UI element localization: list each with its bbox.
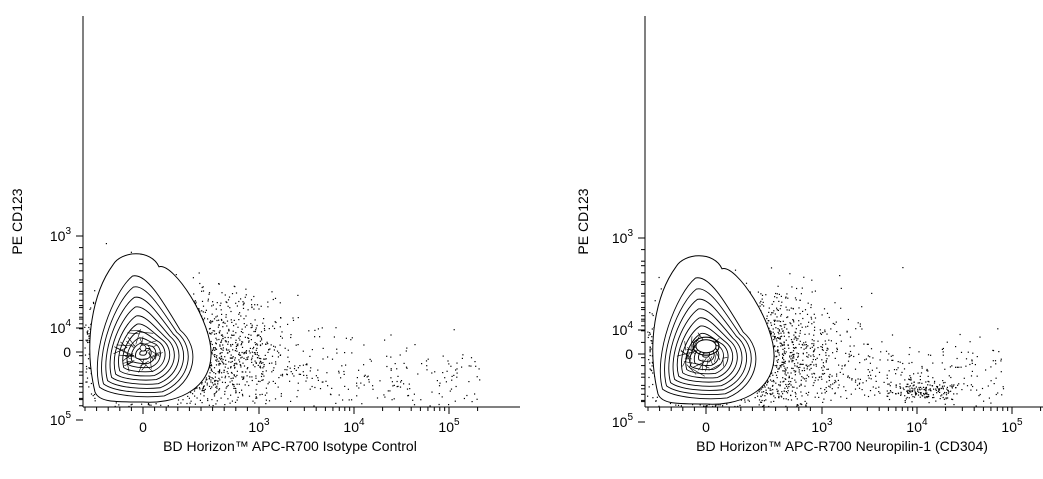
event-dot: [130, 251, 132, 253]
event-dot: [177, 403, 179, 405]
event-dot: [213, 347, 215, 349]
event-dot: [90, 393, 93, 395]
event-dot: [85, 339, 87, 341]
event-dot: [90, 382, 92, 385]
event-dot: [84, 354, 87, 356]
event-dot: [86, 381, 88, 383]
event-dot: [92, 395, 94, 397]
event-dot: [94, 290, 96, 292]
event-dot: [194, 403, 196, 405]
event-dot: [88, 353, 90, 355]
event-dot: [203, 317, 206, 319]
event-dot: [85, 324, 87, 326]
event-dot: [177, 399, 180, 401]
event-dot: [92, 301, 95, 303]
event-dot: [87, 341, 89, 344]
event-dot: [209, 367, 211, 369]
event-dot: [167, 405, 169, 407]
event-dot: [86, 368, 88, 370]
event-dot: [187, 395, 189, 397]
event-dot: [88, 367, 90, 369]
event-dot: [212, 349, 214, 351]
event-dot: [189, 402, 191, 404]
event-dot: [150, 404, 152, 406]
event-dot: [190, 400, 192, 402]
event-dot: [89, 308, 91, 310]
event-dot: [210, 322, 212, 324]
event-dot: [217, 326, 219, 328]
event-dot: [215, 348, 217, 350]
event-dot: [87, 330, 89, 332]
event-dot: [115, 402, 117, 404]
event-dot: [93, 393, 96, 396]
event-dot: [219, 363, 222, 365]
event-dot: [86, 333, 89, 335]
event-dot: [131, 403, 133, 405]
event-dot: [182, 399, 184, 401]
event-dot: [88, 333, 90, 335]
event-dot: [130, 404, 132, 406]
event-dot: [180, 402, 182, 404]
event-dot: [128, 405, 130, 408]
event-dot: [85, 365, 88, 368]
event-dot: [93, 302, 95, 305]
event-dot: [220, 358, 222, 361]
event-dot: [211, 343, 213, 346]
event-dot: [86, 377, 89, 379]
event-dot: [155, 403, 157, 405]
plot-panel-isotype: 0 0 103 103 104 104 105 105 BD Horizon™ APC-R700…: [0, 0, 520, 479]
event-dot: [160, 404, 162, 406]
event-dot: [214, 380, 216, 383]
event-dot: [214, 349, 216, 351]
event-dot: [88, 335, 90, 337]
event-dot: [190, 392, 192, 394]
event-dot: [216, 358, 218, 360]
event-dot: [84, 326, 86, 328]
event-dot: [192, 277, 194, 279]
event-dot: [86, 332, 88, 334]
event-dot: [147, 404, 149, 406]
event-dot: [90, 307, 92, 309]
event-dot: [209, 333, 211, 335]
event-dot: [87, 358, 90, 360]
event-dot: [215, 356, 217, 358]
event-dot: [89, 328, 91, 330]
event-dot: [147, 403, 150, 405]
event-dot: [114, 405, 116, 407]
event-dot: [211, 382, 214, 384]
event-dot: [199, 310, 201, 312]
event-dot: [84, 347, 86, 349]
event-dot: [201, 382, 203, 384]
event-dot: [85, 381, 87, 383]
event-dot: [89, 367, 91, 370]
event-dot: [192, 393, 194, 395]
event-dot: [209, 327, 211, 330]
event-dot: [141, 403, 143, 405]
event-dot: [94, 400, 96, 402]
event-dot: [118, 404, 120, 406]
event-dot: [88, 339, 90, 342]
event-dot: [203, 319, 205, 321]
event-dot: [215, 386, 217, 388]
event-dot: [94, 397, 96, 399]
event-dot: [175, 274, 177, 276]
event-dot: [87, 339, 89, 341]
event-dot: [148, 404, 151, 406]
event-dot: [85, 371, 87, 373]
event-dot: [88, 326, 90, 329]
event-dot: [195, 387, 197, 389]
event-dot: [88, 386, 90, 388]
event-dot: [88, 337, 90, 339]
event-dot: [88, 341, 90, 343]
event-dot: [105, 243, 107, 245]
event-dot: [86, 331, 88, 333]
event-dot: [86, 340, 88, 342]
